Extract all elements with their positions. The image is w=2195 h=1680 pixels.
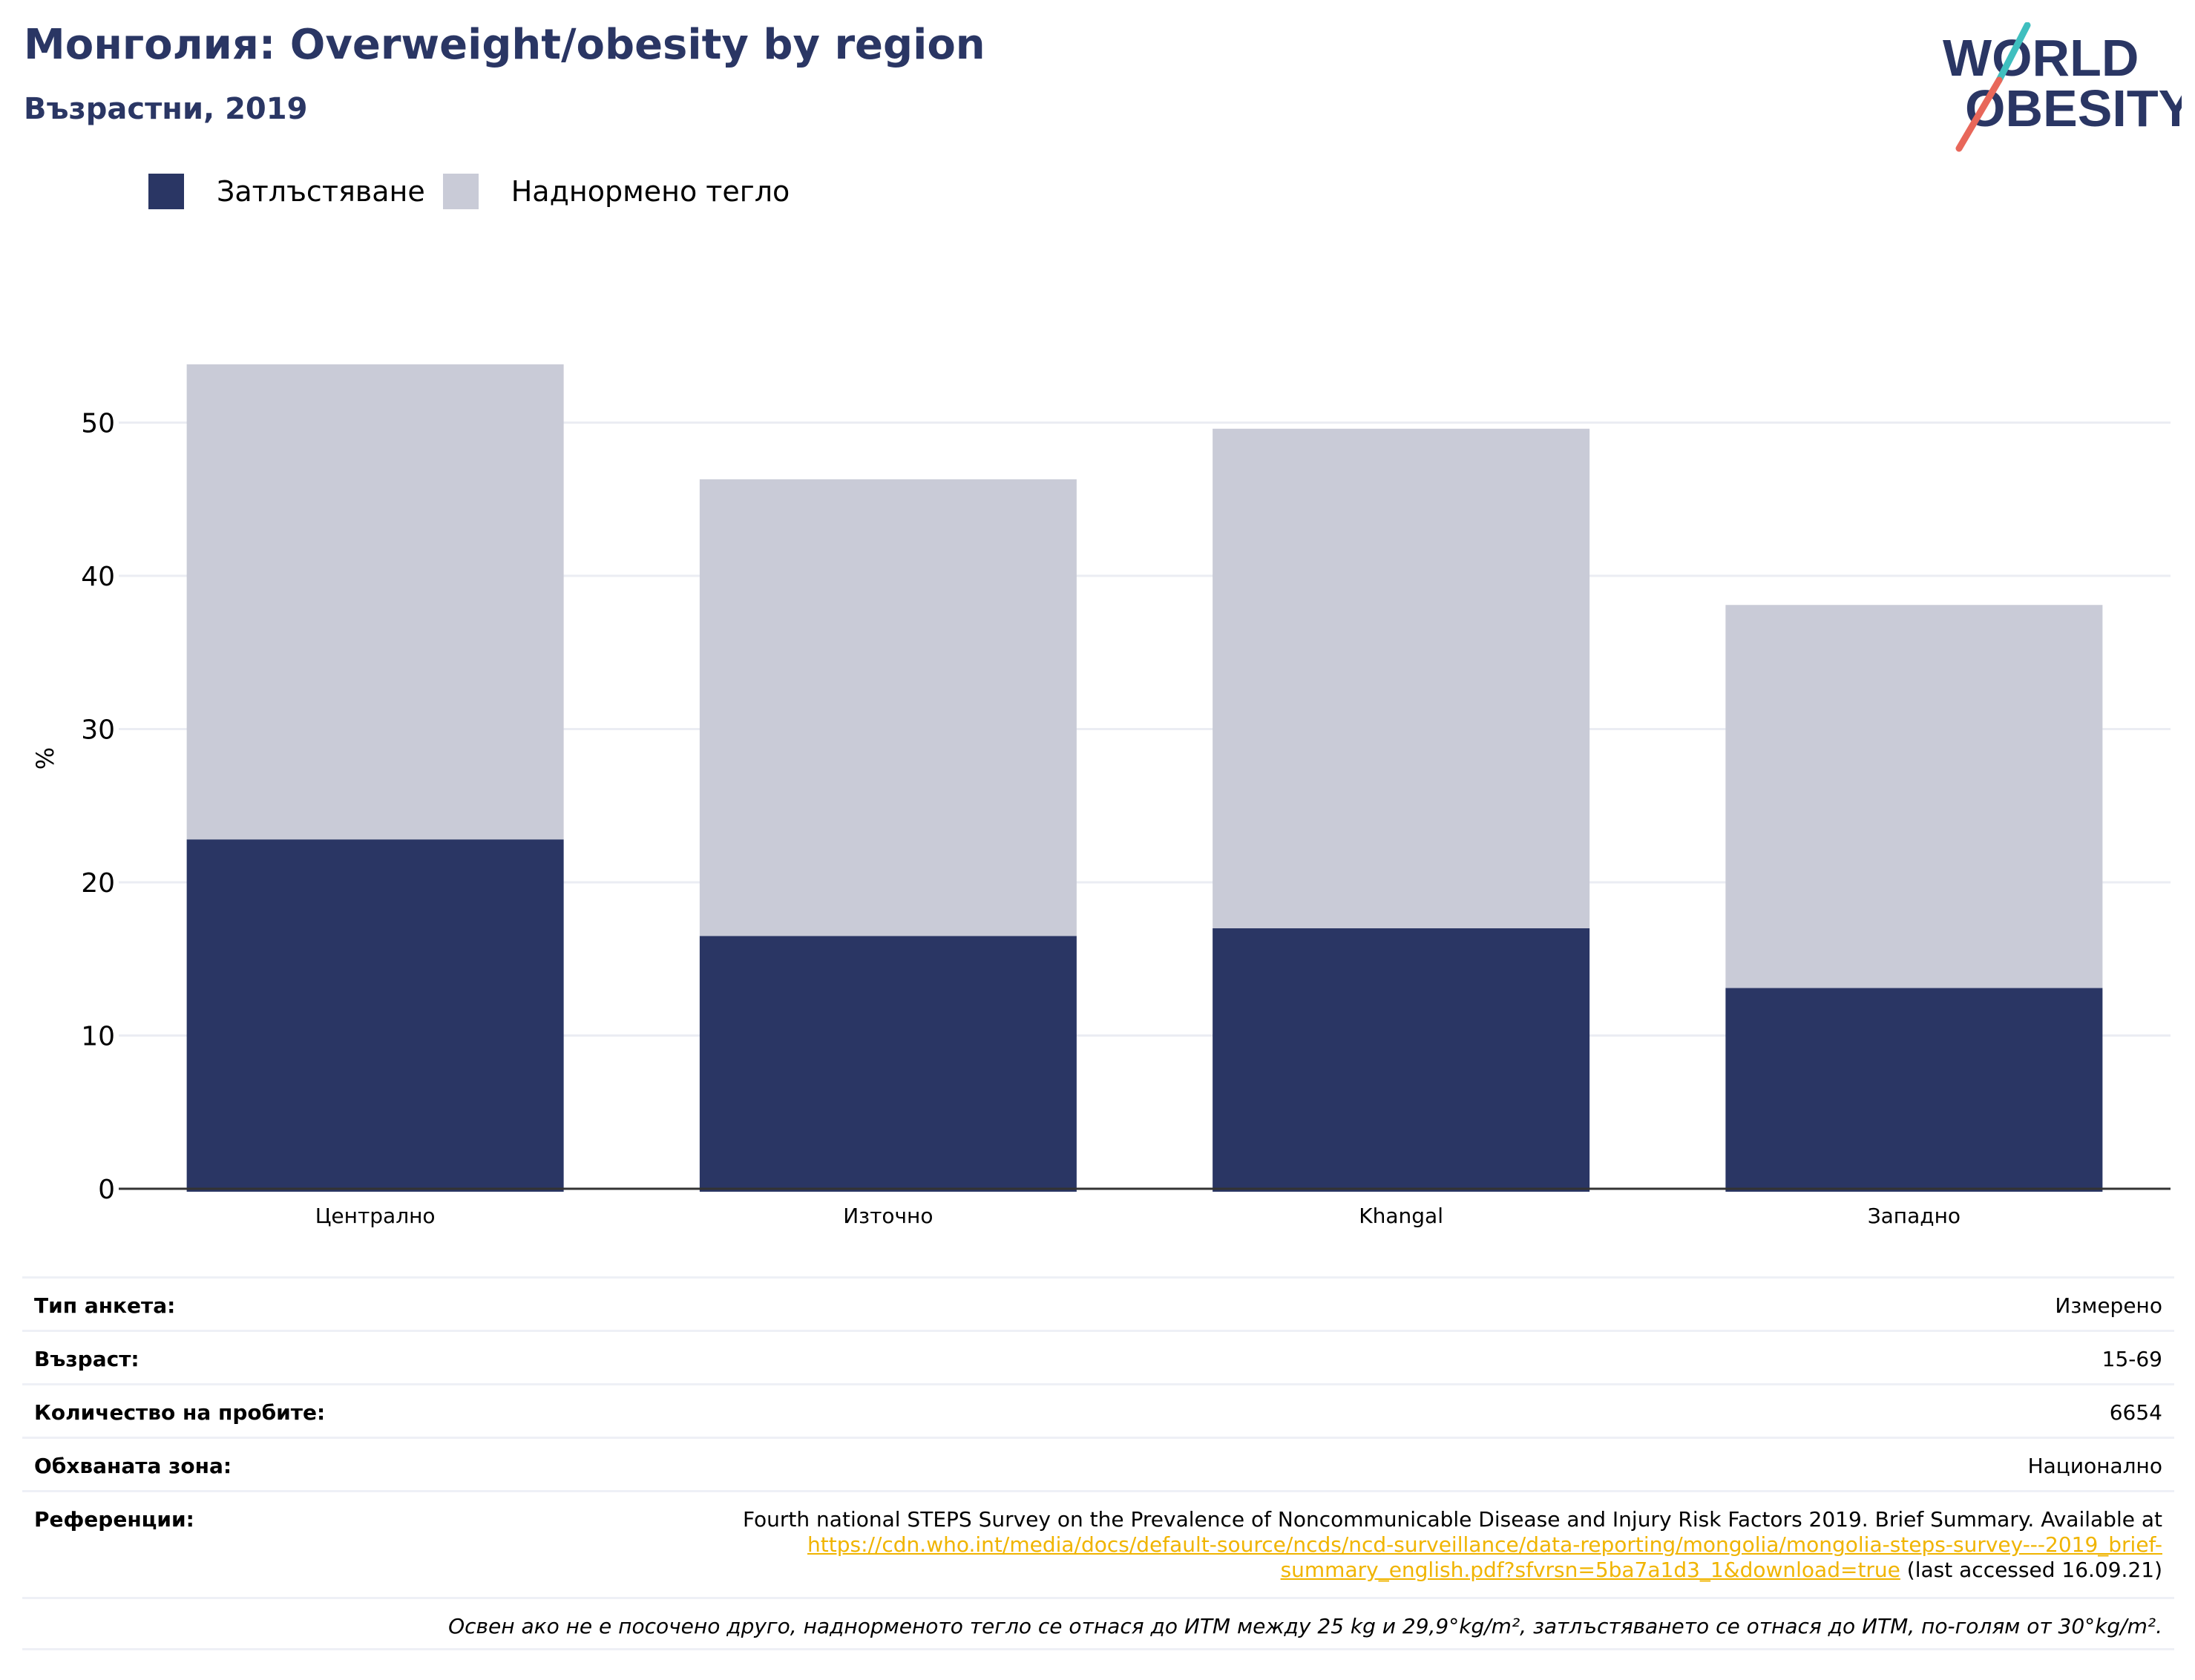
y-tick-label: 20 xyxy=(81,868,115,899)
references-text: Fourth national STEPS Survey on the Prev… xyxy=(742,1507,2162,1532)
bar-obesity xyxy=(699,936,1077,1192)
coverage-area-label: Обхваната зона: xyxy=(34,1454,232,1478)
world-obesity-logo: WORLD OBESITY xyxy=(1943,22,2182,152)
x-tick-label: Западно xyxy=(1868,1204,1961,1228)
logo-word-obesity: OBESITY xyxy=(1965,79,2182,137)
legend-label-obesity: Затлъстяване xyxy=(217,175,425,208)
chart-legend: Затлъстяване Наднормено тегло xyxy=(148,169,807,214)
logo-slash-red xyxy=(1955,76,2003,152)
info-row-survey-type: Тип анкета: Измерено xyxy=(22,1276,2174,1330)
y-tick-label: 40 xyxy=(81,562,115,592)
references-link-line2[interactable]: summary_english.pdf?sfvrsn=5ba7a1d3_1&do… xyxy=(1280,1558,1900,1582)
survey-type-label: Тип анкета: xyxy=(34,1293,176,1318)
bar-overweight xyxy=(1213,428,1590,928)
sample-size-value: 6654 xyxy=(2109,1400,2162,1425)
sample-size-label: Количество на пробите: xyxy=(34,1400,326,1425)
info-row-age: Възраст: 15-69 xyxy=(22,1330,2174,1383)
y-tick-label: 50 xyxy=(81,409,115,439)
x-tick-label: Източно xyxy=(843,1204,933,1228)
bar-overweight xyxy=(1725,605,2103,988)
y-axis-label: % xyxy=(31,747,59,770)
logo-word-world: WORLD xyxy=(1943,29,2139,87)
legend-label-overweight: Наднормено тегло xyxy=(511,175,790,208)
y-tick-label: 30 xyxy=(81,715,115,746)
references-value: Fourth national STEPS Survey on the Prev… xyxy=(530,1507,2162,1583)
legend-swatch-obesity xyxy=(148,174,184,209)
references-link-line1[interactable]: https://cdn.who.int/media/docs/default-s… xyxy=(807,1532,2162,1557)
x-tick-label: Централно xyxy=(315,1204,436,1228)
bar-overweight xyxy=(699,479,1077,936)
y-tick-label: 10 xyxy=(81,1022,115,1052)
y-tick-label: 0 xyxy=(98,1175,115,1205)
bar-obesity xyxy=(186,839,564,1192)
bar-obesity xyxy=(1725,988,2103,1192)
info-row-coverage-area: Обхваната зона: Национално xyxy=(22,1437,2174,1490)
chart-subtitle: Възрастни, 2019 xyxy=(24,92,308,126)
survey-info-table: Тип анкета: Измерено Възраст: 15-69 Коли… xyxy=(22,1276,2174,1650)
info-row-sample-size: Количество на пробите: 6654 xyxy=(22,1383,2174,1437)
survey-type-value: Измерено xyxy=(2055,1293,2162,1318)
chart-title: Монголия: Overweight/obesity by region xyxy=(24,21,985,69)
legend-item-overweight[interactable]: Наднормено тегло xyxy=(442,174,790,209)
bar-obesity xyxy=(1213,928,1590,1192)
x-tick-label: Khangal xyxy=(1359,1204,1443,1228)
bar-overweight xyxy=(186,364,564,840)
references-label: Референции: xyxy=(34,1507,194,1532)
bar-chart: 0 10 20 30 40 50% Централно Източно Khangal Запад… xyxy=(31,364,2171,1228)
logo-slash-teal xyxy=(1995,22,2031,84)
legend-swatch-overweight xyxy=(442,174,479,209)
age-value: 15-69 xyxy=(2102,1347,2162,1371)
info-row-references: Референции: Fourth national STEPS Survey… xyxy=(22,1490,2174,1597)
legend-item-obesity[interactable]: Затлъстяване xyxy=(148,174,425,209)
age-label: Възраст: xyxy=(34,1347,140,1371)
references-accessed: (last accessed 16.09.21) xyxy=(1900,1558,2162,1582)
definition-note: Освен ако не е посочено друго, наднормен… xyxy=(22,1597,2174,1650)
coverage-area-value: Национално xyxy=(2027,1454,2162,1478)
